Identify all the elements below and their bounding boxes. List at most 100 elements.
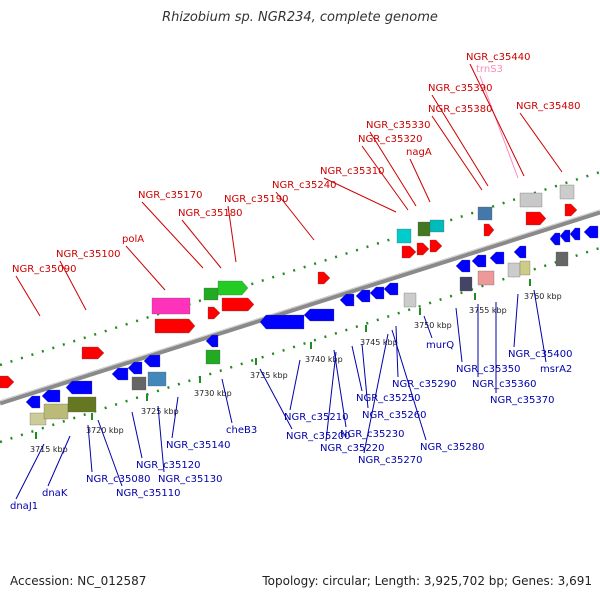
gene-feature [355, 289, 371, 303]
gene-label-ngr-c35210: NGR_c35210 [284, 412, 349, 423]
scale-ticks: 3715 kbp 3720 kbp 3725 kbp 3730 kbp 3735 kbp… [30, 279, 562, 454]
connector-ngr-c35120 [131, 411, 143, 459]
gene-label-murq: murQ [426, 340, 454, 351]
scale-tick-label: 3720 kbp [86, 426, 124, 435]
gene-feature [507, 262, 521, 278]
gene-label-naga: nagA [406, 147, 432, 158]
gene-feature [549, 232, 561, 246]
connector-dnak [47, 435, 71, 487]
connector-ngr-c35110 [97, 419, 123, 487]
connector-ngr-c35200 [259, 368, 293, 430]
connector-ngr-c35290 [395, 325, 399, 378]
gene-label-ngr-c35440: NGR_c35440 [466, 52, 531, 63]
gene-label-ngr-c35330: NGR_c35330 [366, 120, 431, 131]
connector-ngr-c35440 [469, 63, 525, 177]
gene-label-ngr-c35180: NGR_c35180 [178, 208, 243, 219]
gene-feature [477, 206, 493, 221]
gene-label-ngr-c35270: NGR_c35270 [358, 455, 423, 466]
gene-label-pola: polA [122, 234, 144, 245]
gene-label-ngr-c35110: NGR_c35110 [116, 488, 181, 499]
gene-label-ngr-c35220: NGR_c35220 [320, 443, 385, 454]
connector-msra2 [533, 289, 547, 363]
connector-ngr-c35210 [289, 359, 301, 411]
genome-backbone [0, 209, 600, 406]
map-title: Rhizobium sp. NGR234, complete genome [162, 10, 438, 25]
gene-feature [483, 223, 495, 237]
gene-feature [217, 280, 249, 296]
gene-feature [131, 376, 147, 391]
gene-feature [417, 221, 431, 237]
gene-feature [455, 259, 471, 273]
connector-ngr-c35260 [361, 343, 369, 409]
gene-feature [583, 225, 599, 239]
connector-ngr-c35170 [141, 201, 204, 269]
gene-label-ngr-c35380: NGR_c35380 [428, 104, 493, 115]
genome-summary-text: Topology: circular; Length: 3,925,702 bp… [262, 574, 592, 588]
gene-feature [489, 251, 505, 265]
gene-feature [403, 292, 417, 308]
scale-tick-label: 3735 kbp [250, 371, 288, 380]
gene-label-ngr-c35100: NGR_c35100 [56, 249, 121, 260]
gene-feature [555, 251, 569, 267]
connector-ngr-c35090 [15, 275, 41, 317]
connector-ngr-c35130 [157, 405, 165, 473]
connector-trns3 [479, 75, 519, 179]
gene-feature [564, 203, 578, 217]
scale-tick-label: 3715 kbp [30, 445, 68, 454]
gene-feature [259, 314, 305, 330]
gene-feature [205, 334, 219, 348]
scale-tick-label: 3725 kbp [141, 407, 179, 416]
connector-ngr-c35320 [361, 145, 409, 211]
gene-label-cheb3: cheB3 [226, 425, 257, 436]
gene-feature [25, 395, 41, 409]
gene-label-ngr-c35350: NGR_c35350 [456, 364, 521, 375]
gene-label-ngr-c35260: NGR_c35260 [362, 410, 427, 421]
gene-feature [0, 375, 15, 389]
gene-label-ngr-c35200: NGR_c35200 [286, 431, 351, 442]
genome-backbone-highlight [0, 209, 600, 402]
gene-feature [151, 297, 191, 315]
gene-feature [459, 276, 473, 292]
gene-feature [396, 228, 412, 244]
gene-label-ngr-c35280: NGR_c35280 [420, 442, 485, 453]
gene-feature [369, 286, 385, 300]
connector-ngr-c35380 [431, 115, 483, 191]
scale-tick-label: 3750 kbp [414, 321, 452, 330]
gene-label-ngr-c35390: NGR_c35390 [428, 83, 493, 94]
gene-feature [383, 282, 399, 296]
scale-tick-label: 3740 kbp [305, 355, 343, 364]
gene-feature [471, 254, 487, 268]
scale-tick-label: 3755 kbp [469, 306, 507, 315]
connector-ngr-c35310 [323, 177, 397, 213]
gene-feature [29, 412, 47, 426]
gene-label-ngr-c35190: NGR_c35190 [224, 194, 289, 205]
gene-label-ngr-c35310: NGR_c35310 [320, 166, 385, 177]
gene-feature [127, 361, 143, 375]
gene-feature [513, 245, 527, 259]
gene-feature [154, 318, 196, 334]
connector-naga [409, 158, 431, 203]
gene-feature [525, 211, 547, 226]
gene-label-msra2: msrA2 [540, 364, 572, 375]
connector-ngr-c35240 [275, 191, 315, 241]
gene-feature [65, 380, 93, 395]
gene-label-ngr-c35360: NGR_c35360 [472, 379, 537, 390]
connector-ngr-c35180 [181, 219, 222, 269]
accession-text: Accession: NC_012587 [10, 574, 147, 588]
gene-feature [147, 371, 167, 387]
gene-label-ngr-c35240: NGR_c35240 [272, 180, 337, 191]
gene-label-ngr-c35170: NGR_c35170 [138, 190, 203, 201]
gene-label-trns3: trnS3 [476, 64, 503, 75]
gene-feature [559, 184, 575, 200]
gene-feature [205, 349, 221, 365]
gene-feature [221, 297, 255, 312]
gene-feature [477, 270, 495, 286]
connector-ngr-c35250 [351, 345, 363, 392]
connector-ngr-c35190 [227, 205, 237, 263]
gene-feature [43, 403, 69, 420]
gene-feature [559, 229, 571, 243]
gene-feature [519, 192, 543, 208]
gene-label-ngr-c35080: NGR_c35080 [86, 474, 151, 485]
